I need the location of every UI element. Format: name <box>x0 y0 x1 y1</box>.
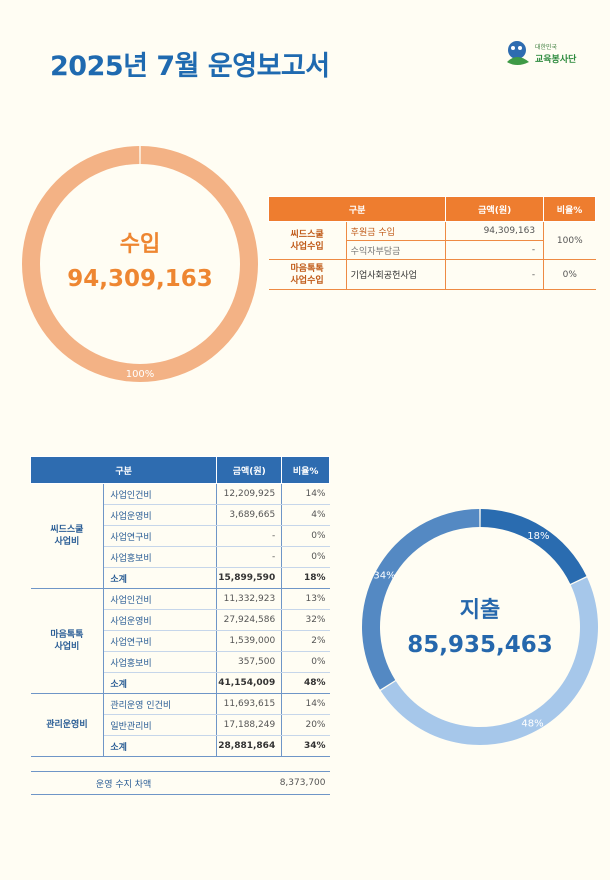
income-amount: 94,309,163 <box>445 221 545 241</box>
expense-amount: - <box>216 546 283 568</box>
expense-item: 사업홍보비 <box>103 546 218 568</box>
expense-amount: 17,188,249 <box>216 714 283 736</box>
expense-header-amount: 금액(원) <box>216 456 283 484</box>
subtotal-label: 소계 <box>103 567 218 589</box>
spacer-row <box>31 757 330 772</box>
expense-item: 사업인건비 <box>103 483 218 505</box>
expense-data-label: 18% <box>527 531 549 542</box>
table-row: 씨드스쿨 사업비 사업인건비 12,209,925 14% <box>30 483 330 589</box>
expense-amount: 12,209,925 <box>216 483 283 505</box>
expense-amount: 357,500 <box>216 651 283 673</box>
table-row: 사업운영비 3,689,665 4% <box>31 504 330 526</box>
expense-rate: 20% <box>281 714 330 736</box>
subtotal-row: 소계 41,154,009 48% <box>31 672 330 694</box>
expense-data-label: 48% <box>521 719 543 730</box>
expense-data-label: 34% <box>373 570 395 581</box>
expense-header-category: 구분 <box>29 456 218 484</box>
income-rate: 0% <box>543 259 596 290</box>
expense-rate: 0% <box>281 651 330 673</box>
expense-table: 구분 금액(원) 비율% 씨드스쿨 사업비 사업인건비 12,209,925 14% 사… <box>29 456 330 795</box>
subtotal-rate: 18% <box>281 567 330 589</box>
expense-donut-title: 지출 <box>459 598 501 623</box>
table-row: 사업연구비 -0% <box>31 525 330 547</box>
income-slice <box>21 146 258 382</box>
expense-category: 씨드스쿨 사업비 <box>30 483 105 589</box>
expense-rate: 13% <box>281 588 330 610</box>
table-row: 사업홍보비 357,500 0% <box>31 651 330 673</box>
subtotal-amount: 28,881,864 <box>216 735 283 757</box>
income-category: 마음톡톡 사업수입 <box>268 259 347 290</box>
net-balance-amount: 8,373,700 <box>216 771 330 795</box>
expense-amount: 1,539,000 <box>216 630 283 652</box>
income-data-label: 100% <box>126 369 155 380</box>
expense-total: 85,935,463 <box>407 632 553 658</box>
expense-category: 관리운영비 <box>30 693 105 757</box>
expense-rate: 0% <box>281 546 330 568</box>
expense-rate: 14% <box>281 483 330 505</box>
expense-item: 일반관리비 <box>103 714 218 736</box>
net-balance-label: 운영 수지 차액 <box>30 771 217 795</box>
expense-item: 사업홍보비 <box>103 651 218 673</box>
table-row: 사업홍보비 -0% <box>31 546 330 568</box>
income-item: 후원금 수입 <box>346 221 447 241</box>
logo-mark-icon <box>507 41 529 65</box>
income-rate: 100% <box>543 221 596 260</box>
expense-slice <box>380 577 598 745</box>
expense-slice <box>362 509 480 690</box>
logo-subtext: 대한민국 <box>535 44 558 51</box>
expense-amount: - <box>216 525 283 547</box>
expense-amount: 3,689,665 <box>216 504 283 526</box>
expense-header-rate: 비율% <box>281 456 330 484</box>
income-header-rate: 비율% <box>543 196 596 222</box>
subtotal-rate: 48% <box>281 672 330 694</box>
subtotal-amount: 15,899,590 <box>216 567 283 589</box>
expense-item: 사업인건비 <box>103 588 218 610</box>
net-balance-row: 운영 수지 차액 8,373,700 <box>30 771 330 795</box>
table-row: 마음톡톡 사업비 사업인건비 11,332,923 13% <box>30 588 330 694</box>
income-amount: - <box>445 259 545 290</box>
expense-amount: 11,332,923 <box>216 588 283 610</box>
income-category: 씨드스쿨 사업수입 <box>268 221 347 260</box>
expense-slice <box>480 509 587 584</box>
income-item: 기업사회공헌사업 <box>346 259 447 290</box>
page-title: 2025년 7월 운영보고서 <box>50 51 330 82</box>
expense-item: 사업연구비 <box>103 525 218 547</box>
income-item: 수익자부담금 <box>346 240 447 260</box>
logo-name: 교육봉사단 <box>535 55 577 65</box>
expense-item: 관리운영 인건비 <box>103 693 218 715</box>
spacer-cell <box>31 757 330 772</box>
subtotal-row: 소계 28,881,864 34% <box>31 735 330 757</box>
expense-amount: 11,693,615 <box>216 693 283 715</box>
table-row: 관리운영비 관리운영 인건비 11,693,615 14% <box>30 693 330 757</box>
expense-item: 사업운영비 <box>103 504 218 526</box>
income-amount: - <box>445 240 545 260</box>
table-row: 일반관리비 17,188,249 20% <box>31 714 330 736</box>
subtotal-row: 소계 15,899,590 18% <box>31 567 330 589</box>
expense-category: 마음톡톡 사업비 <box>30 588 105 694</box>
subtotal-rate: 34% <box>281 735 330 757</box>
income-donut-title: 수입 <box>119 232 161 257</box>
income-header-amount: 금액(원) <box>445 196 545 222</box>
expense-item: 사업운영비 <box>103 609 218 631</box>
expense-rate: 14% <box>281 693 330 715</box>
expense-rate: 2% <box>281 630 330 652</box>
expense-amount: 27,924,586 <box>216 609 283 631</box>
table-row: 사업운영비 27,924,586 32% <box>31 609 330 631</box>
income-header-category: 구분 <box>267 196 447 222</box>
subtotal-amount: 41,154,009 <box>216 672 283 694</box>
expense-rate: 4% <box>281 504 330 526</box>
expense-rate: 0% <box>281 525 330 547</box>
income-total: 94,309,163 <box>67 266 213 292</box>
table-row: 사업연구비 1,539,000 2% <box>31 630 330 652</box>
expense-rate: 32% <box>281 609 330 631</box>
expense-item: 사업연구비 <box>103 630 218 652</box>
logo: 대한민국 교육봉사단 <box>503 38 583 74</box>
income-table: 구분 금액(원) 비율% 씨드스쿨 사업수입 후원금 수입 94,309,163… <box>267 196 596 290</box>
subtotal-label: 소계 <box>103 735 218 757</box>
subtotal-label: 소계 <box>103 672 218 694</box>
